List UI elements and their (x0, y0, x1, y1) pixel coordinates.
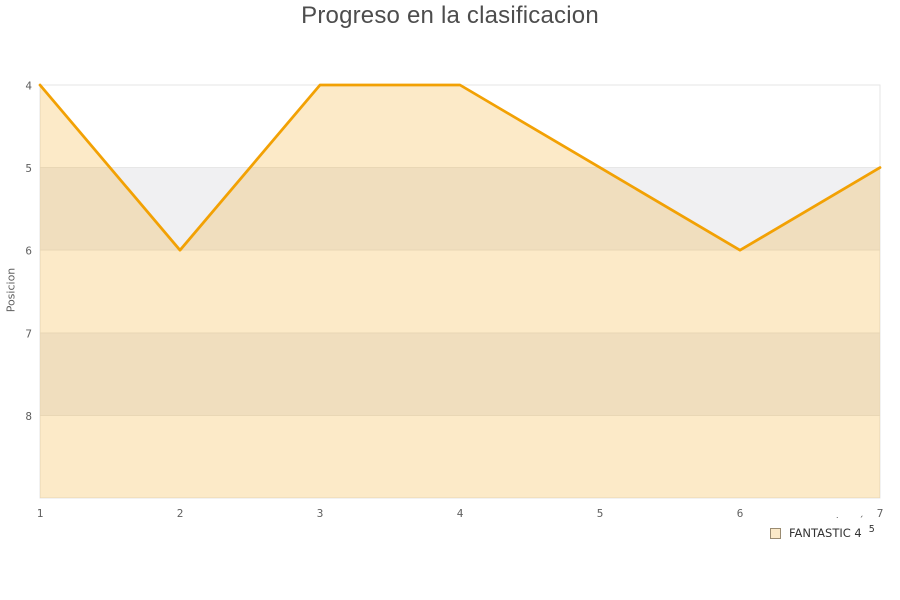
plot-band (40, 167, 880, 251)
chart-title: Progreso en la clasificacion (301, 2, 599, 29)
legend-superscript: 5 (868, 523, 875, 535)
legend-diacritic-mark: ˙ (835, 517, 840, 527)
x-tick-label: 2 (177, 507, 184, 520)
y-tick-label: 6 (25, 245, 32, 258)
x-tick-label: 5 (597, 507, 604, 520)
legend-label: FANTASTIC 4 (789, 526, 862, 540)
y-tick-label: 7 (25, 327, 32, 340)
series-line[interactable] (38, 83, 882, 252)
series-area[interactable] (40, 85, 880, 498)
x-tick-label: 6 (737, 507, 744, 520)
plot-band (40, 332, 880, 416)
x-tick-label: 4 (457, 507, 464, 520)
y-tick-label: 4 (25, 80, 32, 93)
y-tick-label: 8 (25, 410, 32, 423)
y-tick-label: 5 (25, 162, 32, 175)
x-tick-label: 3 (317, 507, 324, 520)
legend-marker-icon (770, 527, 781, 539)
legend-item[interactable]: FANTASTIC 4 5 ˙ ˊ (770, 517, 875, 542)
legend-apostrophe-mark: ˊ (859, 516, 864, 526)
x-tick-label: 1 (37, 507, 44, 520)
x-tick-label: 7 (877, 507, 884, 520)
